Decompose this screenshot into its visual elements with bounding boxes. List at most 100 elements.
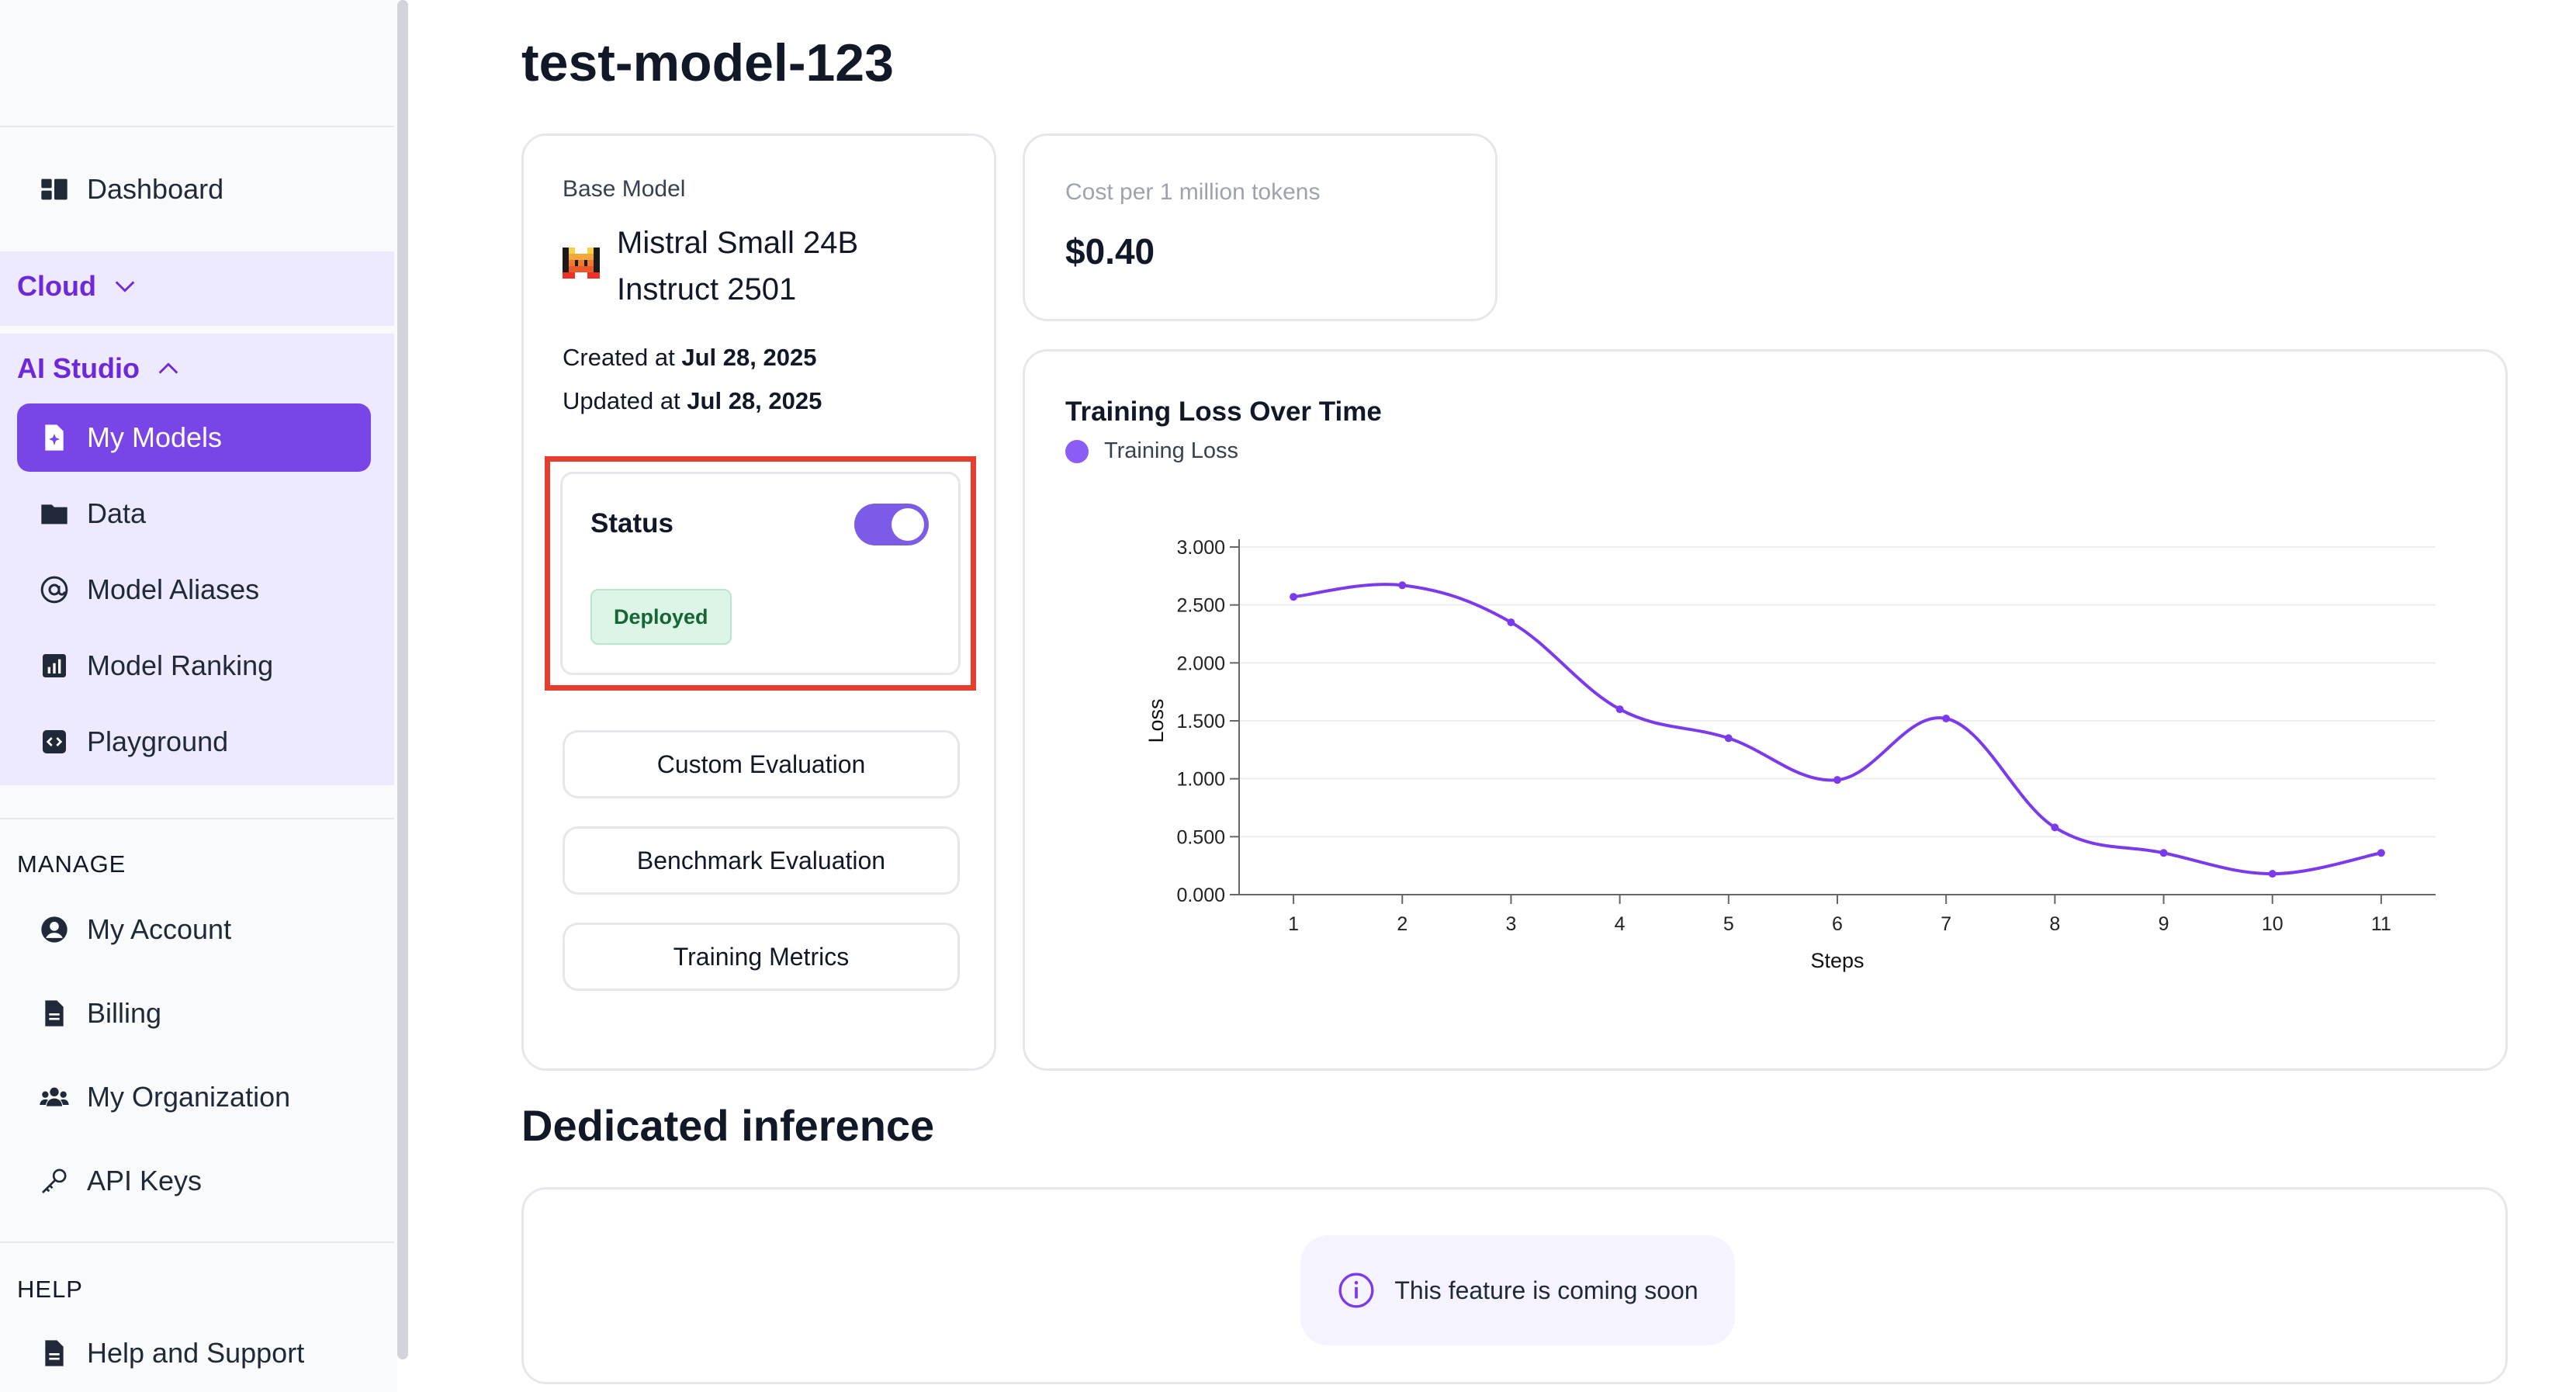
- sidebar-item-api-keys[interactable]: API Keys: [17, 1147, 371, 1215]
- users-icon: [37, 1080, 71, 1114]
- model-name-line1: Mistral Small 24B: [617, 226, 859, 260]
- status-badge: Deployed: [590, 589, 732, 645]
- model-name: Mistral Small 24B Instruct 2501: [617, 220, 858, 313]
- data-point: [2377, 849, 2385, 857]
- sidebar-item-label: Playground: [87, 725, 229, 757]
- sidebar-item-label: Data: [87, 497, 147, 529]
- mistral-logo: [563, 244, 600, 282]
- sidebar-item-help-and-support[interactable]: Help and Support: [17, 1319, 371, 1387]
- cloud-label: Cloud: [17, 270, 96, 302]
- coming-soon-notice: This feature is coming soon: [1300, 1235, 1735, 1345]
- x-tick-label: 5: [1723, 913, 1734, 935]
- sidebar-item-label: Model Aliases: [87, 573, 260, 605]
- x-tick-label: 11: [2371, 913, 2391, 935]
- cloud-toggle[interactable]: Cloud: [17, 270, 138, 303]
- chevron-down-icon: [115, 281, 135, 293]
- data-point: [1942, 715, 1951, 723]
- sidebar-item-model-ranking[interactable]: Model Ranking: [17, 632, 371, 700]
- sidebar-item-model-aliases[interactable]: Model Aliases: [17, 556, 371, 624]
- y-tick-label: 1.500: [1176, 711, 1225, 732]
- sidebar-divider: [0, 1241, 394, 1243]
- x-tick-label: 7: [1941, 913, 1951, 935]
- y-tick-label: 3.000: [1176, 537, 1225, 559]
- sidebar-item-my-models[interactable]: My Models: [17, 403, 371, 472]
- data-point: [1507, 618, 1515, 627]
- y-tick-label: 0.500: [1176, 826, 1225, 848]
- document-icon: [37, 1336, 71, 1370]
- file-spark-icon: [37, 421, 71, 455]
- created-date: Jul 28, 2025: [681, 344, 817, 371]
- x-tick-label: 8: [2049, 913, 2060, 935]
- sidebar: Dashboard Cloud AI Studio My Models Data…: [0, 0, 397, 1392]
- cloud-group: [0, 251, 394, 326]
- status-card: Status Deployed: [560, 472, 961, 675]
- model-name-line2: Instruct 2501: [617, 272, 797, 306]
- sidebar-item-dashboard[interactable]: Dashboard: [17, 155, 371, 223]
- chart-title: Training Loss Over Time: [1065, 396, 1382, 427]
- y-axis-label: Loss: [1144, 698, 1168, 743]
- data-point: [1833, 776, 1841, 784]
- ai-studio-toggle[interactable]: AI Studio: [17, 352, 182, 385]
- section-label-help: HELP: [17, 1276, 83, 1303]
- y-tick-label: 2.500: [1176, 595, 1225, 617]
- updated-date: Jul 28, 2025: [687, 387, 822, 414]
- y-tick-label: 0.000: [1176, 885, 1225, 906]
- data-point: [2268, 870, 2277, 878]
- benchmark-evaluation-button[interactable]: Benchmark Evaluation: [563, 826, 960, 895]
- sidebar-item-label: Dashboard: [87, 173, 224, 205]
- sidebar-item-label: Billing: [87, 997, 162, 1029]
- x-tick-label: 10: [2262, 913, 2283, 935]
- data-point: [1290, 593, 1298, 601]
- toggle-knob: [892, 508, 924, 541]
- sidebar-item-data[interactable]: Data: [17, 480, 371, 548]
- x-tick-label: 4: [1615, 913, 1626, 935]
- sidebar-item-label: Model Ranking: [87, 649, 274, 681]
- custom-evaluation-button[interactable]: Custom Evaluation: [563, 730, 960, 798]
- x-tick-label: 6: [1832, 913, 1843, 935]
- cost-value: $0.40: [1065, 231, 1155, 272]
- code-icon: [37, 725, 71, 759]
- sidebar-item-label: My Models: [87, 421, 223, 453]
- sidebar-item-label: API Keys: [87, 1165, 203, 1196]
- chart-legend: Training Loss: [1065, 438, 1238, 464]
- coming-soon-text: This feature is coming soon: [1394, 1276, 1698, 1304]
- ai-studio-label: AI Studio: [17, 352, 140, 384]
- dashboard-icon: [37, 172, 71, 206]
- sidebar-item-label: My Organization: [87, 1081, 291, 1113]
- user-circle-icon: [37, 912, 71, 947]
- updated-at: Updated at Jul 28, 2025: [563, 387, 822, 415]
- training-loss-chart: 0.000 0.500 1.000 1.500 2.000 2.500 3.000 1 2 3 4 5…: [1144, 537, 2436, 972]
- sidebar-item-playground[interactable]: Playground: [17, 708, 371, 776]
- sidebar-item-my-account[interactable]: My Account: [17, 895, 371, 964]
- y-tick-label: 2.000: [1176, 653, 1225, 674]
- sidebar-item-billing[interactable]: Billing: [17, 979, 371, 1047]
- x-tick-label: 3: [1506, 913, 1517, 935]
- y-tick-label: 1.000: [1176, 769, 1225, 791]
- info-icon: [1338, 1273, 1374, 1308]
- data-point: [1724, 734, 1733, 743]
- sidebar-divider: [0, 818, 394, 819]
- cost-card: Cost per 1 million tokens $0.40: [1023, 133, 1497, 321]
- training-metrics-button[interactable]: Training Metrics: [563, 923, 960, 991]
- status-highlight: [545, 456, 976, 691]
- x-tick-label: 9: [2159, 913, 2169, 935]
- folder-icon: [37, 497, 71, 531]
- created-prefix: Created at: [563, 344, 682, 371]
- chevron-up-icon: [158, 362, 178, 374]
- data-point: [1615, 705, 1624, 714]
- data-point: [2051, 823, 2059, 832]
- section-label-manage: MANAGE: [17, 850, 126, 878]
- legend-label: Training Loss: [1104, 438, 1239, 463]
- sidebar-divider: [0, 126, 394, 127]
- base-model-label: Base Model: [563, 176, 686, 202]
- inference-title: Dedicated inference: [521, 1101, 935, 1150]
- status-toggle[interactable]: [854, 504, 929, 545]
- updated-prefix: Updated at: [563, 387, 687, 414]
- data-point: [2159, 849, 2168, 857]
- sidebar-item-label: My Account: [87, 913, 232, 945]
- sidebar-item-my-organization[interactable]: My Organization: [17, 1063, 371, 1131]
- x-tick-label: 2: [1397, 913, 1407, 935]
- series-line-training-loss: [1293, 583, 2382, 876]
- data-point: [1398, 581, 1407, 590]
- sidebar-scrollbar[interactable]: [397, 0, 408, 1359]
